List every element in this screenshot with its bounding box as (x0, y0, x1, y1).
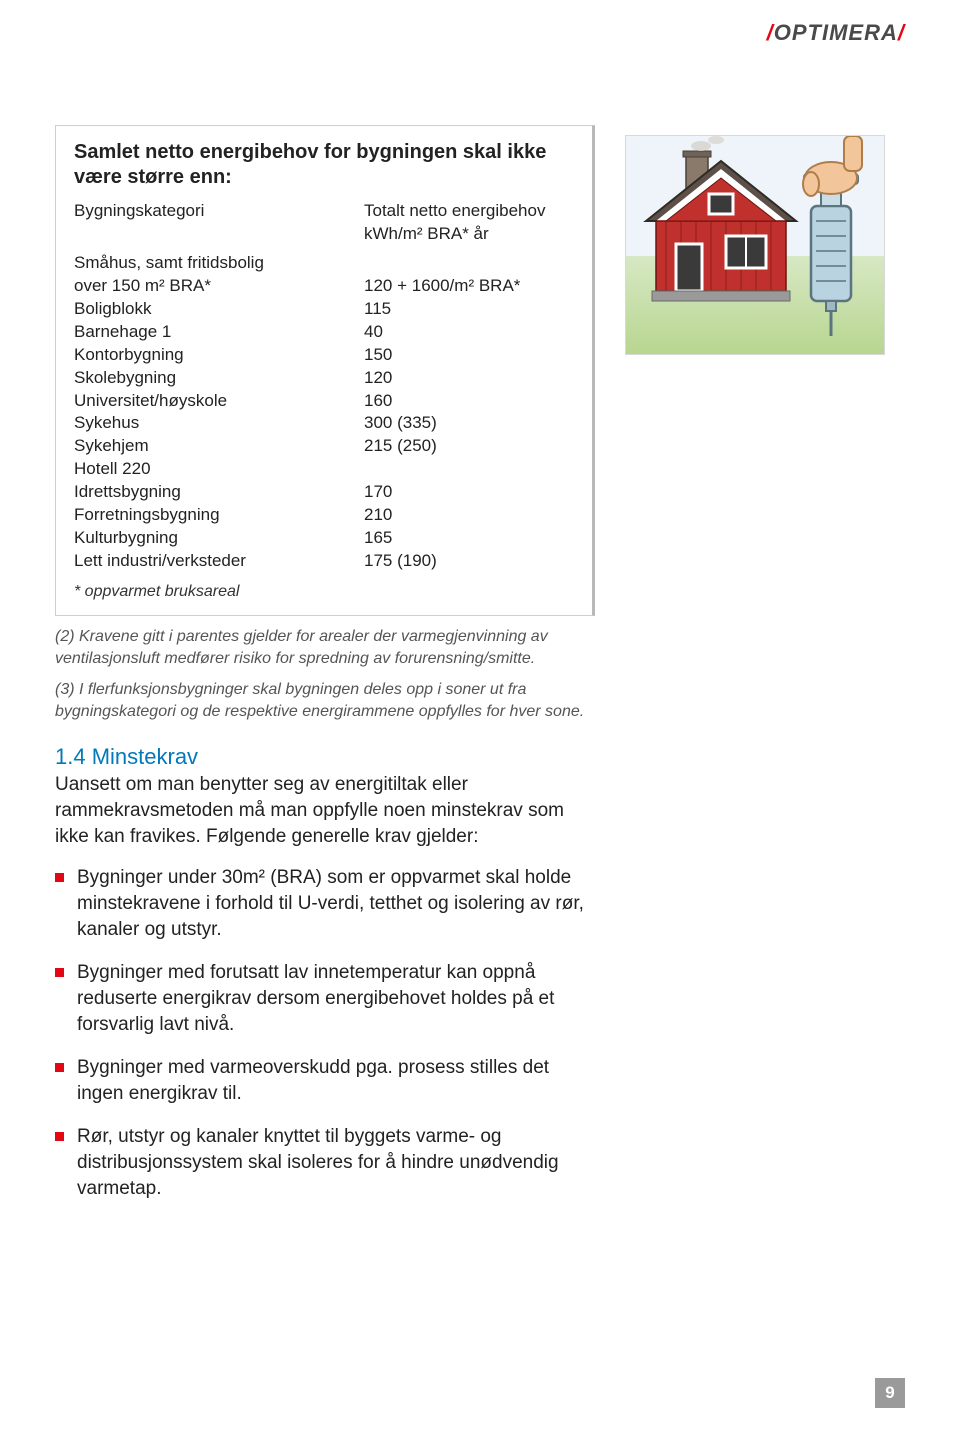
table-row: Universitet/høyskole160 (74, 390, 574, 413)
note-3: (3) I flerfunksjonsbygninger skal bygnin… (55, 679, 595, 722)
table-title: Samlet netto energibehov for bygningen s… (74, 140, 574, 190)
table-cell-value: 115 (364, 298, 574, 321)
table-cell-value: 210 (364, 504, 574, 527)
table-row: Kulturbygning165 (74, 527, 574, 550)
table-cell-category: Forretningsbygning (74, 504, 364, 527)
table-cell-category: Hotell 220 (74, 458, 364, 481)
table-row: Kontorbygning150 (74, 344, 574, 367)
house-illustration (625, 135, 885, 355)
table-cell-category: Idrettsbygning (74, 481, 364, 504)
table-cell-value: 300 (335) (364, 412, 574, 435)
table-cell-value: 120 + 1600/m² BRA* (364, 275, 574, 298)
table-cell-value: 175 (190) (364, 550, 574, 573)
table-cell-category: Sykehus (74, 412, 364, 435)
table-cell-category: Universitet/høyskole (74, 390, 364, 413)
bullet-item: Bygninger med varmeoverskudd pga. proses… (55, 1055, 595, 1106)
table-cell-value (364, 458, 574, 481)
table-cell-category: Skolebygning (74, 367, 364, 390)
table-row: Sykehus300 (335) (74, 412, 574, 435)
table-row: Skolebygning120 (74, 367, 574, 390)
brand-logo: /OPTIMERA/ (767, 20, 905, 46)
energy-table: Samlet netto energibehov for bygningen s… (55, 125, 595, 616)
left-column: Samlet netto energibehov for bygningen s… (55, 125, 595, 1219)
table-header: Bygningskategori Totalt netto energibeho… (74, 200, 574, 246)
table-cell-value: 165 (364, 527, 574, 550)
table-row: over 150 m² BRA*120 + 1600/m² BRA* (74, 275, 574, 298)
bullet-list: Bygninger under 30m² (BRA) som er oppvar… (55, 865, 595, 1201)
table-header-col1: Bygningskategori (74, 200, 364, 246)
table-row: Hotell 220 (74, 458, 574, 481)
bullet-item: Bygninger med forutsatt lav innetemperat… (55, 960, 595, 1037)
table-row: Idrettsbygning170 (74, 481, 574, 504)
brand-slash-left: / (767, 20, 774, 45)
table-row: Småhus, samt fritidsbolig (74, 252, 574, 275)
table-row: Barnehage 140 (74, 321, 574, 344)
table-cell-value: 40 (364, 321, 574, 344)
section-heading: 1.4 Minstekrav (55, 744, 595, 770)
table-row: Sykehjem215 (250) (74, 435, 574, 458)
section-intro: Uansett om man benytter seg av energitil… (55, 772, 595, 849)
brand-slash-right: / (898, 20, 905, 45)
right-column (625, 125, 895, 1219)
table-cell-value: 120 (364, 367, 574, 390)
brand-name: OPTIMERA (774, 20, 898, 45)
table-cell-category: over 150 m² BRA* (74, 275, 364, 298)
note-2: (2) Kravene gitt i parentes gjelder for … (55, 626, 595, 669)
table-cell-value: 160 (364, 390, 574, 413)
table-body: Småhus, samt fritidsboligover 150 m² BRA… (74, 252, 574, 573)
table-row: Boligblokk115 (74, 298, 574, 321)
table-cell-value: 215 (250) (364, 435, 574, 458)
table-cell-category: Barnehage 1 (74, 321, 364, 344)
table-cell-category: Kulturbygning (74, 527, 364, 550)
table-cell-category: Småhus, samt fritidsbolig (74, 252, 364, 275)
table-footnote: * oppvarmet bruksareal (74, 583, 574, 601)
table-row: Forretningsbygning210 (74, 504, 574, 527)
table-cell-category: Kontorbygning (74, 344, 364, 367)
table-cell-value: 170 (364, 481, 574, 504)
bullet-item: Rør, utstyr og kanaler knyttet til bygge… (55, 1124, 595, 1201)
table-cell-value (364, 252, 574, 275)
table-header-col2: Totalt netto energibehov kWh/m² BRA* år (364, 200, 574, 246)
table-cell-value: 150 (364, 344, 574, 367)
table-cell-category: Lett industri/verksteder (74, 550, 364, 573)
bullet-item: Bygninger under 30m² (BRA) som er oppvar… (55, 865, 595, 942)
table-cell-category: Sykehjem (74, 435, 364, 458)
page-content: Samlet netto energibehov for bygningen s… (55, 125, 905, 1219)
table-row: Lett industri/verksteder175 (190) (74, 550, 574, 573)
page-number: 9 (875, 1378, 905, 1408)
house-svg (626, 136, 885, 355)
table-cell-category: Boligblokk (74, 298, 364, 321)
